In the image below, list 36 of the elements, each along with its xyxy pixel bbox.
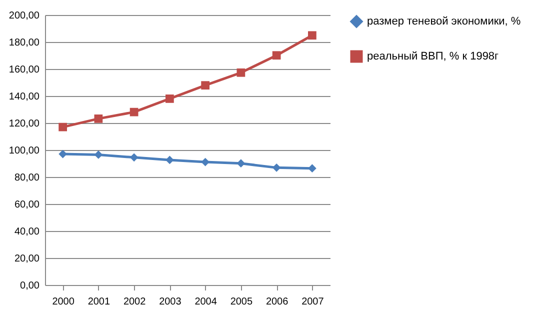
legend-label: размер теневой экономики, % — [367, 16, 521, 28]
point — [94, 150, 103, 159]
x-tick-label: 2007 — [302, 296, 324, 308]
point — [58, 150, 67, 158]
y-tick-label: 100,00 — [8, 146, 40, 156]
point — [201, 158, 210, 166]
x-tick-label: 2003 — [159, 296, 182, 308]
y-tick-label: 120,00 — [8, 118, 40, 130]
y-tick-label: 0,00 — [20, 280, 40, 292]
point — [130, 153, 138, 162]
point — [166, 156, 174, 164]
point — [272, 51, 281, 60]
x-tick-label: 2001 — [88, 296, 110, 308]
y-tick-label: 40,00 — [14, 226, 40, 238]
point — [272, 164, 281, 172]
x-tick-label: 2004 — [194, 296, 218, 308]
x-tick-label: 2005 — [230, 296, 253, 308]
y-tick-label: 140,00 — [8, 92, 40, 102]
y-tick-label: 60,00 — [14, 200, 40, 210]
y-tick-label: 200,00 — [8, 10, 40, 22]
y-tick-label: 180,00 — [8, 38, 40, 48]
x-tick-label: 2002 — [123, 296, 146, 308]
point — [58, 122, 67, 132]
point — [130, 108, 138, 116]
y-tick-label: 80,00 — [14, 172, 40, 184]
y-tick-label: 20,00 — [14, 254, 40, 264]
point — [94, 114, 103, 123]
y-tick-label: 160,00 — [8, 64, 40, 76]
point — [308, 164, 316, 173]
legend-label: реальный ВВП, % к 1998г — [367, 50, 499, 62]
x-tick-label: 2000 — [52, 296, 75, 308]
x-tick-label: 2006 — [266, 296, 289, 308]
point — [201, 81, 210, 90]
point — [308, 31, 316, 40]
point — [236, 68, 246, 77]
point — [166, 94, 174, 103]
